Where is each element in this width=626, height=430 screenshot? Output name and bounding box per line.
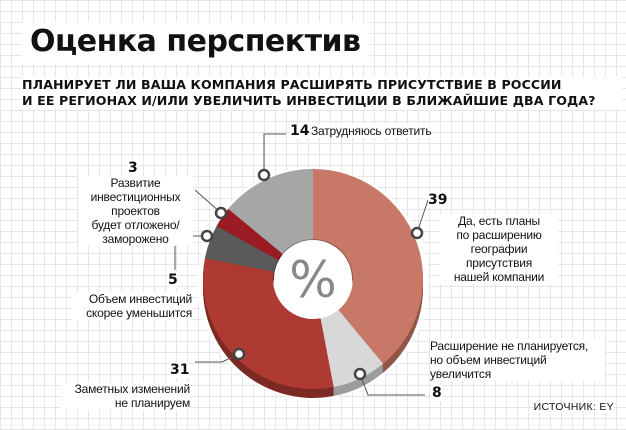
label-no-changes: Заметных изменений не планируем <box>60 382 190 410</box>
value-label-39: 39 <box>428 192 448 208</box>
percent-symbol: % <box>289 251 337 309</box>
value-label-3: 3 <box>128 160 138 176</box>
leader-5-marker <box>200 229 214 243</box>
leader-31 <box>195 353 240 363</box>
slice-14 <box>228 169 313 254</box>
survey-question: ПЛАНИРУЕТ ЛИ ВАША КОМПАНИЯ РАСШИРЯТЬ ПРИ… <box>22 77 622 109</box>
leader-39-marker <box>410 226 424 240</box>
page-title: Оценка перспектив <box>22 22 369 64</box>
slice-8 <box>320 309 384 388</box>
question-line-1: ПЛАНИРУЕТ ЛИ ВАША КОМПАНИЯ РАСШИРЯТЬ ПРИ… <box>22 77 562 92</box>
slice-5 <box>204 226 278 272</box>
question-line-2: И ЕЕ РЕГИОНАХ И/ИЛИ УВЕЛИЧИТЬ ИНВЕСТИЦИИ… <box>22 93 596 108</box>
label-invest-increase: Расширение не планируется, но объем инве… <box>430 339 605 381</box>
slice-3 <box>216 208 283 260</box>
leader-8 <box>359 373 425 396</box>
value-label-8: 8 <box>432 385 442 401</box>
donut-hole <box>274 240 352 318</box>
leader-3-marker <box>214 206 228 220</box>
value-label-14: 14 <box>290 123 310 139</box>
leader-14 <box>263 133 286 175</box>
value-label-5: 5 <box>168 272 178 288</box>
label-projects-postponed: Развитие инвестиционных проектов будет о… <box>78 176 193 246</box>
leader-8-marker <box>353 367 367 381</box>
label-yes-expand: Да, есть планы по расширению географии п… <box>440 214 558 284</box>
leader-14-marker <box>257 168 271 182</box>
value-label-31: 31 <box>170 362 190 378</box>
label-hard-to-answer: Затрудняюсь ответить <box>311 124 432 138</box>
source-note: ИСТОЧНИК: EY <box>533 401 614 413</box>
label-investment-decrease: Объем инвестиций скорее уменьшится <box>72 292 192 320</box>
slice-39 <box>313 169 423 364</box>
leader-31-marker <box>232 347 246 361</box>
